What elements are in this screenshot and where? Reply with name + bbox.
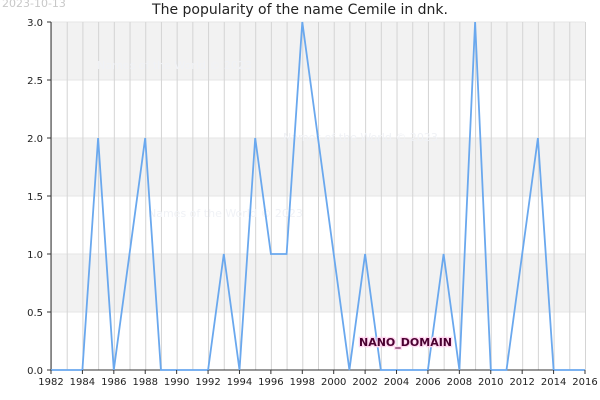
x-tick-label: 1996 bbox=[258, 377, 283, 388]
y-tick-label: 0.5 bbox=[27, 308, 43, 319]
x-tick-label: 1986 bbox=[101, 377, 126, 388]
brand-label: NANO_DOMAIN bbox=[359, 336, 452, 349]
x-tick-label: 1982 bbox=[38, 377, 63, 388]
y-tick-label: 2.5 bbox=[27, 76, 43, 87]
x-tick-label: 1988 bbox=[133, 377, 158, 388]
x-tick-label: 2016 bbox=[572, 377, 597, 388]
x-tick-label: 1998 bbox=[290, 377, 315, 388]
watermark-text: Names of the World © 2023 bbox=[283, 131, 438, 144]
x-tick-label: 2006 bbox=[415, 377, 440, 388]
x-tick-label: 1990 bbox=[164, 377, 189, 388]
y-tick-label: 3.0 bbox=[27, 18, 43, 29]
watermark-text: Names of the World © 2023 bbox=[148, 207, 303, 220]
x-tick-label: 2002 bbox=[352, 377, 377, 388]
x-tick-label: 2004 bbox=[384, 377, 409, 388]
x-tick-label: 2014 bbox=[541, 377, 566, 388]
x-tick-label: 1984 bbox=[70, 377, 95, 388]
watermark-text: Names of the World © 2023 bbox=[97, 59, 252, 72]
x-tick-label: 2000 bbox=[321, 377, 346, 388]
x-tick-label: 2010 bbox=[478, 377, 503, 388]
x-tick-label: 1992 bbox=[195, 377, 220, 388]
y-tick-label: 1.0 bbox=[27, 250, 43, 261]
chart-title: The popularity of the name Cemile in dnk… bbox=[152, 2, 448, 18]
x-tick-label: 1994 bbox=[227, 377, 252, 388]
y-tick-label: 1.5 bbox=[27, 192, 43, 203]
y-tick-label: 2.0 bbox=[27, 134, 43, 145]
x-tick-label: 2008 bbox=[447, 377, 472, 388]
date-stamp: 2023-10-13 bbox=[2, 0, 66, 10]
y-tick-label: 0.0 bbox=[27, 366, 43, 377]
x-tick-label: 2012 bbox=[509, 377, 534, 388]
